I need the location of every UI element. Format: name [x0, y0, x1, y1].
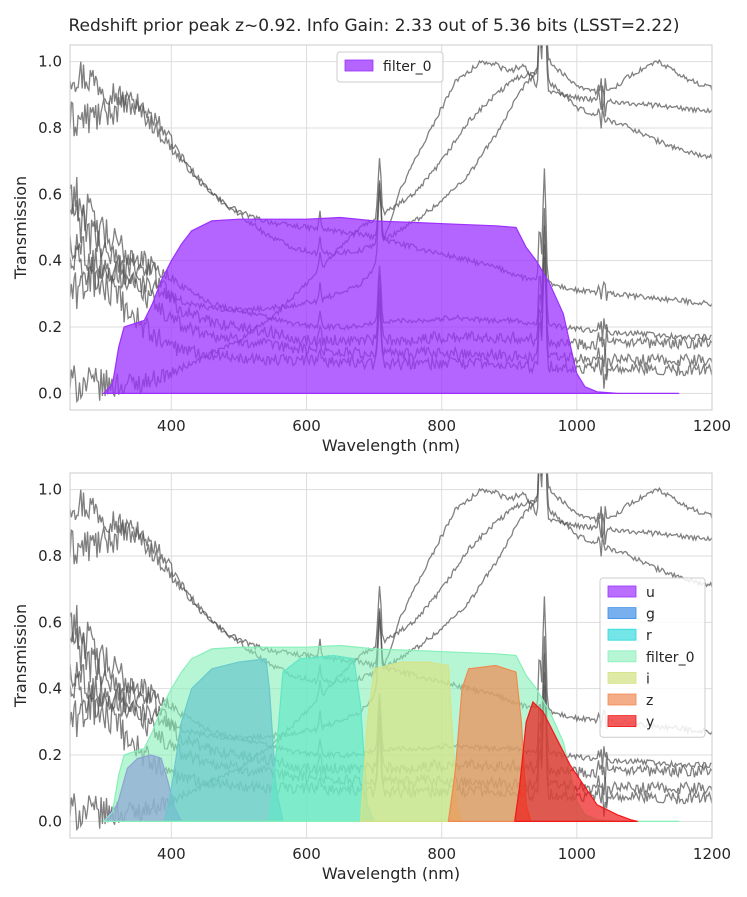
x-axis-label: Wavelength (nm) [322, 864, 460, 883]
bottom-panel: 400 600 800 1000 1200 0.0 0.2 0.4 0.6 0.8 1.0 Wavel… [11, 472, 731, 883]
legend-label-g: g [646, 607, 655, 623]
y-tick-label: 0.2 [38, 318, 62, 336]
y-tick-label: 0.4 [38, 680, 62, 698]
legend-box [336, 51, 444, 83]
y-tick-label: 1.0 [38, 481, 62, 499]
legend: filter_0 [336, 51, 444, 83]
top-panel: 400 600 800 1000 1200 0.0 0.2 0.4 0.6 0.8 1.0 Wavel… [11, 44, 731, 455]
filter-y-area [514, 700, 638, 823]
y-tick-label: 0.6 [38, 613, 62, 631]
legend-swatch-filter_0 [607, 650, 637, 663]
x-tick-label: 1000 [558, 845, 596, 863]
x-tick-label: 1200 [693, 845, 731, 863]
y-axis-label: Transmission [11, 176, 30, 280]
plot-frame [69, 44, 713, 411]
y-axis-label: Transmission [11, 604, 30, 708]
x-tick-label: 400 [157, 845, 186, 863]
legend-label-r: r [646, 628, 652, 644]
y-tick-label: 0.0 [38, 812, 62, 830]
y-tick-label: 1.0 [38, 53, 62, 71]
legend-swatch-z [607, 693, 637, 706]
legend-label-i: i [646, 671, 650, 687]
legend-swatch-g [607, 607, 637, 619]
y-tick-label: 0.2 [38, 746, 62, 764]
legend-label-z: z [646, 693, 653, 709]
y-tick-label: 0.4 [38, 252, 62, 270]
legend-label-filter_0: filter_0 [383, 59, 431, 75]
legend-swatch-u [607, 585, 637, 598]
y-tick-label: 0.8 [38, 119, 62, 137]
x-tick-label: 600 [292, 417, 321, 435]
x-tick-label: 400 [157, 417, 186, 435]
x-axis-label: Wavelength (nm) [322, 436, 460, 455]
plot-frame [69, 472, 713, 839]
legend-swatch-i [607, 672, 637, 684]
x-tick-label: 600 [292, 845, 321, 863]
filters [102, 216, 680, 395]
filters [102, 644, 680, 823]
y-tick-label: 0.6 [38, 185, 62, 203]
x-tick-label: 800 [427, 845, 456, 863]
figure-title: Redshift prior peak z~0.92. Info Gain: 2… [68, 16, 679, 36]
filter-filter_0-area [102, 216, 680, 395]
x-tick-label: 1000 [558, 417, 596, 435]
legend-label-y: y [646, 715, 654, 731]
filter-i-area [358, 661, 463, 823]
y-tick-label: 0.0 [38, 384, 62, 402]
legend-label-u: u [646, 585, 655, 601]
y-tick-label: 0.8 [38, 547, 62, 565]
legend-swatch-filter_0 [344, 59, 374, 72]
legend-label-filter_0: filter_0 [646, 650, 694, 666]
x-tick-label: 1200 [693, 417, 731, 435]
x-tick-label: 800 [427, 417, 456, 435]
legend-swatch-r [607, 628, 637, 641]
legend-swatch-y [607, 715, 637, 727]
